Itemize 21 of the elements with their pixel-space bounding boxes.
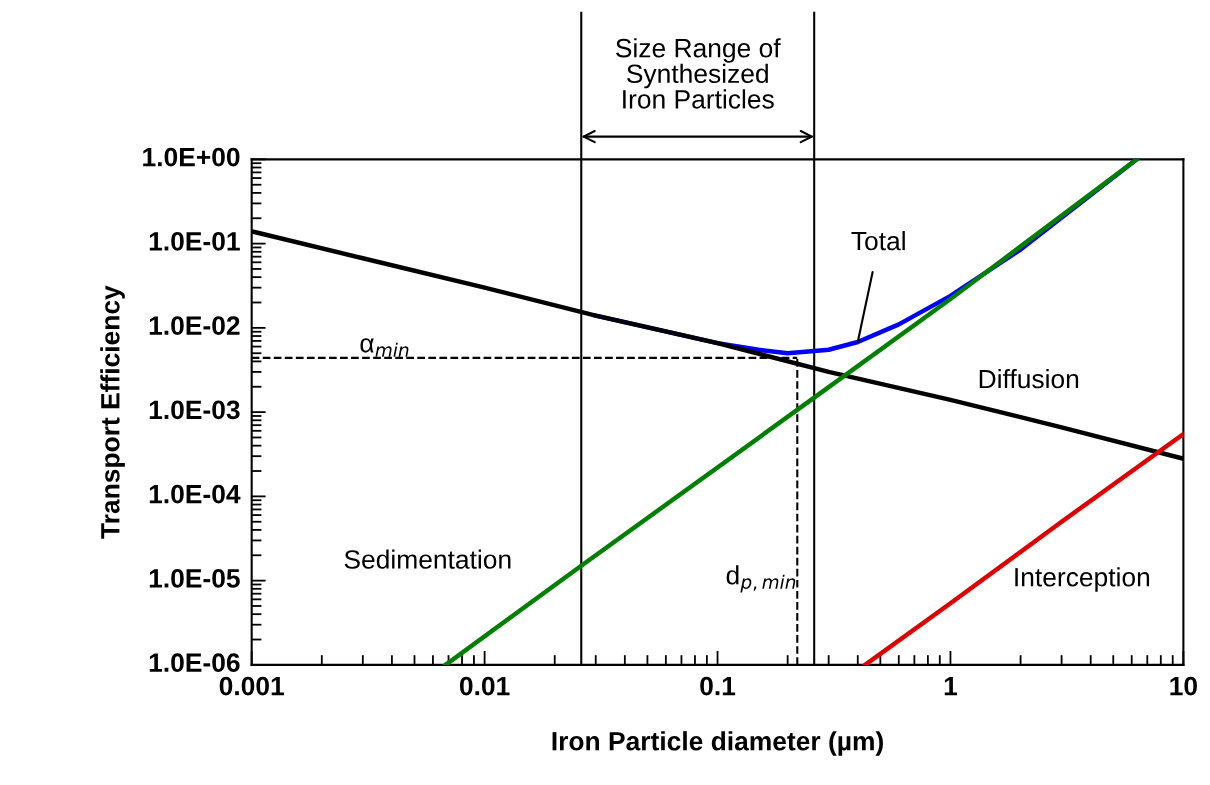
y-tick-label: 1.0E-06 (149, 653, 240, 672)
text: Size Range of Synthesized Iron Particles (616, 38, 781, 109)
series-label: Interception (1015, 567, 1150, 592)
y-tick-label: 1.0E-02 (149, 316, 240, 335)
series-label: Diffusion (979, 368, 1079, 389)
y-tick-label: 1.0E-05 (149, 569, 240, 588)
series-label: Sedimentation (344, 549, 511, 569)
y-tick-label: 1.0E+00 (143, 147, 240, 167)
y-axis-title: Transport Efficiency (100, 285, 125, 539)
y-tick-label: 1.0E-03 (149, 400, 240, 420)
x-tick-label: 0.01 (459, 676, 510, 696)
x-tick-label: 0.1 (700, 676, 736, 696)
text: Total (851, 230, 905, 251)
y-tick-label: 1.0E-01 (149, 232, 240, 251)
x-tick-label: 10 (1170, 676, 1197, 696)
ref-line-label: d$_{p,min}$ (726, 565, 796, 593)
ref-line-label: α$_{min}$ (360, 338, 409, 357)
y-tick-label: 1.0E-04 (149, 484, 241, 504)
x-tick-label: 1 (944, 676, 958, 696)
x-axis-title: Iron Particle diameter (µm) (552, 731, 883, 756)
x-tick-label: 0.001 (219, 676, 284, 696)
